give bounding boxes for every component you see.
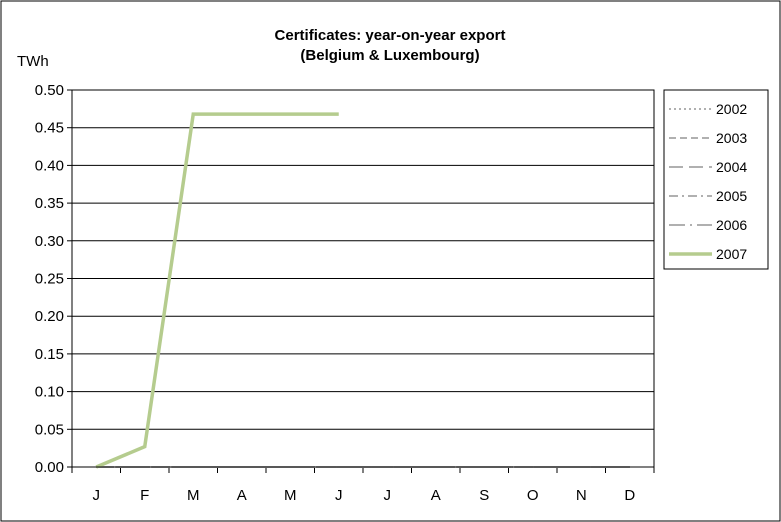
y-tick-label: 0.15: [35, 346, 64, 363]
y-tick-label: 0.35: [35, 195, 64, 212]
y-tick-label: 0.25: [35, 271, 64, 288]
legend-label-2002: 2002: [716, 101, 747, 117]
x-tick-label: M: [284, 487, 297, 504]
chart-title-line-1: Certificates: year-on-year export: [275, 27, 506, 44]
x-tick-label: J: [93, 487, 101, 504]
legend: 2002 2003 2004 2005 2006 2007: [663, 89, 769, 270]
y-tick-label: 0.30: [35, 233, 64, 250]
y-tick-label: 0.45: [35, 120, 64, 137]
legend-label-2003: 2003: [716, 130, 747, 146]
legend-label-2007: 2007: [716, 246, 747, 262]
y-tick-label: 0.00: [35, 459, 64, 476]
x-tick-label: S: [479, 487, 489, 504]
x-tick-label: J: [384, 487, 392, 504]
legend-box: [663, 89, 769, 270]
x-tick-label: M: [187, 487, 200, 504]
x-tick-label: A: [237, 487, 247, 504]
x-tick-label: F: [140, 487, 149, 504]
legend-label-2006: 2006: [716, 217, 747, 233]
x-tick-label: A: [431, 487, 441, 504]
chart-title-line-2: (Belgium & Luxembourg): [300, 47, 479, 64]
series-line-2007: [95, 112, 339, 469]
legend-label-2005: 2005: [716, 188, 747, 204]
y-tick-label: 0.40: [35, 157, 64, 174]
y-axis-unit-label: TWh: [17, 53, 49, 70]
y-tick-label: 0.10: [35, 384, 64, 401]
x-tick-label: O: [527, 487, 539, 504]
y-tick-label: 0.50: [35, 82, 64, 99]
x-tick-label: D: [624, 487, 635, 504]
legend-label-2004: 2004: [716, 159, 747, 175]
x-tick-label: N: [576, 487, 587, 504]
x-tick-label: J: [335, 487, 343, 504]
y-tick-label: 0.20: [35, 308, 64, 325]
y-axis-ticks: 0.00 0.05 0.10 0.15 0.20 0.25 0.30 0.35 0.40 0.45…: [35, 82, 72, 476]
y-tick-label: 0.05: [35, 421, 64, 438]
plot-area-border: [71, 89, 655, 468]
